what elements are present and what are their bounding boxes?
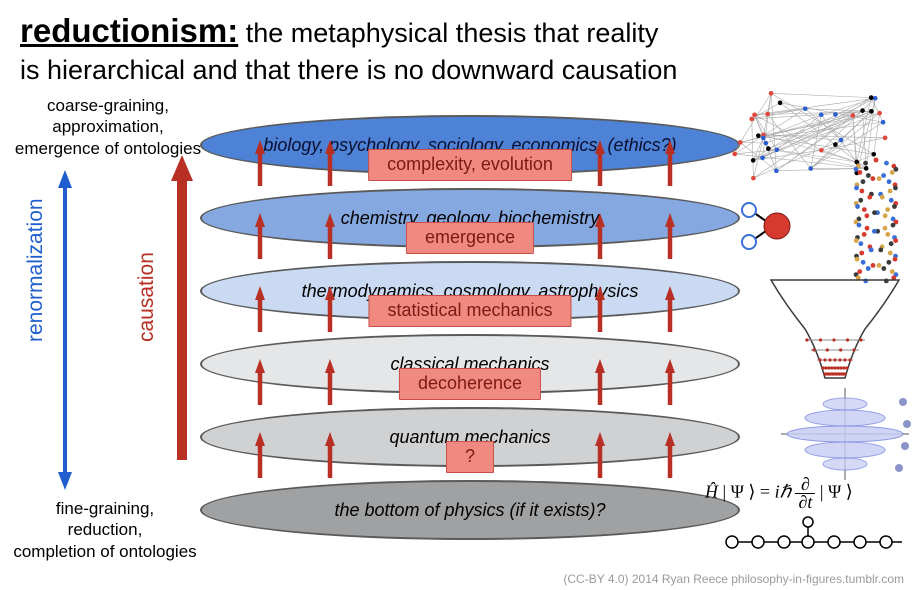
causation-arrow-icon xyxy=(325,432,335,478)
bridge-label: emergence xyxy=(406,222,534,254)
bridge-label: complexity, evolution xyxy=(368,149,572,181)
causation-arrow-icon xyxy=(595,359,605,405)
title-line1: the metaphysical thesis that reality xyxy=(238,18,658,48)
causation-arrow-icon xyxy=(595,286,605,332)
causation-up-arrow-icon xyxy=(170,155,194,460)
level-ellipse: the bottom of physics (if it exists)? xyxy=(200,480,740,540)
causation-arrow-icon xyxy=(665,359,675,405)
causation-arrow-icon xyxy=(255,140,265,186)
credit-text: (CC-BY 4.0) 2014 Ryan Reece philosophy-i… xyxy=(563,572,904,586)
causation-arrow-icon xyxy=(255,286,265,332)
ontology-stack: biology, psychology, sociology, economic… xyxy=(200,90,740,570)
fine-graining-label: fine-graining,reduction,completion of on… xyxy=(0,498,210,562)
title-line2: is hierarchical and that there is no dow… xyxy=(20,55,677,85)
causation-arrow-icon xyxy=(325,286,335,332)
title-keyword: reductionism: xyxy=(20,12,238,49)
causation-arrow-icon xyxy=(595,432,605,478)
orbital-icon xyxy=(775,384,914,484)
causation-arrow-icon xyxy=(665,286,675,332)
level-label: the bottom of physics (if it exists)? xyxy=(334,500,605,521)
causation-arrow-icon xyxy=(665,432,675,478)
helix-icon xyxy=(845,156,907,286)
causation-arrow-icon xyxy=(595,213,605,259)
causation-arrow-icon xyxy=(325,213,335,259)
bridge-label: decoherence xyxy=(399,368,541,400)
renormalization-double-arrow-icon xyxy=(56,170,74,490)
causation-arrow-icon xyxy=(595,140,605,186)
causation-arrow-icon xyxy=(665,213,675,259)
energy-funnel-icon xyxy=(765,274,905,384)
feynman-chain-icon xyxy=(720,516,910,556)
causation-axis-label: causation xyxy=(135,252,159,342)
renormalization-axis-label: renormalization xyxy=(24,198,48,342)
schrodinger-equation: Ĥ | Ψ ⟩ = iℏ ∂∂t | Ψ ⟩ xyxy=(705,476,853,511)
causation-arrow-icon xyxy=(665,140,675,186)
water-molecule-icon xyxy=(735,198,805,254)
causation-arrow-icon xyxy=(325,140,335,186)
causation-arrow-icon xyxy=(255,359,265,405)
side-illustrations: Ĥ | Ψ ⟩ = iℏ ∂∂t | Ψ ⟩ xyxy=(735,86,910,566)
page-title: reductionism: the metaphysical thesis th… xyxy=(20,10,677,88)
causation-arrow-icon xyxy=(255,432,265,478)
causation-arrow-icon xyxy=(255,213,265,259)
coarse-graining-label: coarse-graining,approximation,emergence … xyxy=(8,95,208,159)
bridge-label: ? xyxy=(446,441,494,473)
level-5: ?the bottom of physics (if it exists)? xyxy=(200,455,740,541)
bridge-label: statistical mechanics xyxy=(368,295,571,327)
causation-arrow-icon xyxy=(325,359,335,405)
